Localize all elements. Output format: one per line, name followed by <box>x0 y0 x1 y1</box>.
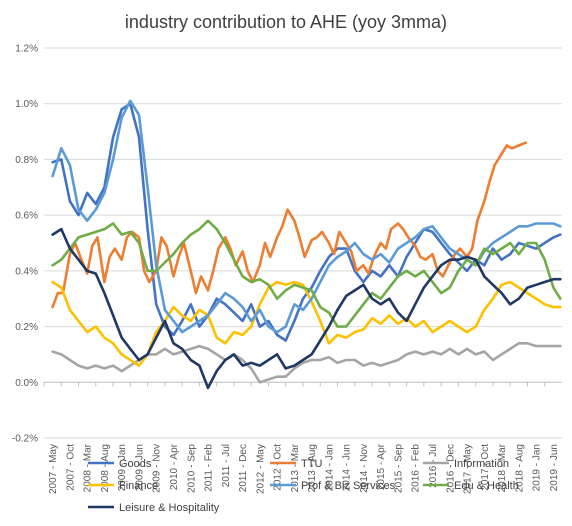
x-tick-label: 2015 - Sep <box>393 444 404 493</box>
x-tick-label: 2009 - Jan <box>117 444 128 491</box>
y-axis: -0.2% 0.0% 0.2% 0.4% 0.6% 0.8% 1.0% 1.2% <box>12 44 38 445</box>
x-tick-label: 2015 - Apr <box>376 443 387 490</box>
x-tick-label: 2008 - Aug <box>100 444 111 492</box>
series-line-leisure-hospitality <box>51 227 562 390</box>
y-tick-label: 0.8% <box>15 155 38 166</box>
x-axis: 2007 - May 2007 - Oct 2008 - Mar 2008 - Aug… <box>43 382 560 494</box>
x-tick-label: 2010 - Sep <box>186 444 197 493</box>
x-tick-label: 2017 - Oct <box>480 444 491 491</box>
legend-label: Prof & Biz Services <box>301 480 396 492</box>
x-tick-label: 2011 - Feb <box>204 444 215 492</box>
x-tick-label: 2013 - Aug <box>307 444 318 492</box>
x-tick-label: 2011 - Dec <box>238 444 249 492</box>
x-tick-label: 2011 - Jul <box>221 444 232 487</box>
y-tick-label: 1.2% <box>15 44 38 55</box>
y-tick-label: 0.0% <box>15 378 38 389</box>
series-line-finance <box>51 280 562 367</box>
x-tick-label: 2013 - Mar <box>290 443 301 492</box>
x-tick-label: 2014 - Jun <box>342 444 353 491</box>
x-tick-label: 2019 - Jun <box>549 444 560 491</box>
x-tick-label: 2009 - Nov <box>152 444 163 493</box>
y-tick-label: -0.2% <box>12 434 38 445</box>
x-tick-label: 2018 - Mar <box>497 443 508 492</box>
legend-label: Edu & Health <box>454 480 519 492</box>
x-tick-label: 2010 - Apr <box>169 443 180 490</box>
legend-label: Goods <box>119 458 152 470</box>
x-tick-label: 2012 - Oct <box>273 444 284 491</box>
y-tick-label: 1.0% <box>15 99 38 110</box>
series-lines <box>51 99 562 390</box>
x-tick-label: 2016 - Feb <box>411 444 422 493</box>
x-tick-label: 2017 - May <box>463 444 474 494</box>
legend-label: Leisure & Hospitality <box>119 502 220 514</box>
legend-label: TTU <box>301 458 322 470</box>
x-tick-label: 2009 - Jun <box>134 444 145 491</box>
x-tick-label: 2012 - May <box>255 444 266 494</box>
x-tick-label: 2019 - Jan <box>532 444 543 491</box>
x-tick-label: 2008 - Mar <box>83 443 94 492</box>
y-tick-label: 0.6% <box>15 211 38 222</box>
x-tick-label: 2016 - Dec <box>445 444 456 493</box>
chart-title: industry contribution to AHE (yoy 3mma) <box>125 12 447 32</box>
x-tick-label: 2014 - Nov <box>359 444 370 493</box>
legend-label: Finance <box>119 480 158 492</box>
x-tick-label: 2007 - May <box>48 444 59 494</box>
y-tick-label: 0.4% <box>15 266 38 277</box>
y-tick-label: 0.2% <box>15 322 38 333</box>
x-tick-label: 2007 - Oct <box>65 444 76 491</box>
legend: Goods TTU Information Finance Prof & Biz Ser… <box>88 458 519 514</box>
series-line-information <box>51 342 562 384</box>
legend-label: Information <box>454 458 509 470</box>
x-tick-label: 2014 - Jan <box>324 444 335 491</box>
x-tick-label: 2018 - Aug <box>514 444 525 492</box>
x-tick-label: 2016 - Jul <box>428 444 439 488</box>
